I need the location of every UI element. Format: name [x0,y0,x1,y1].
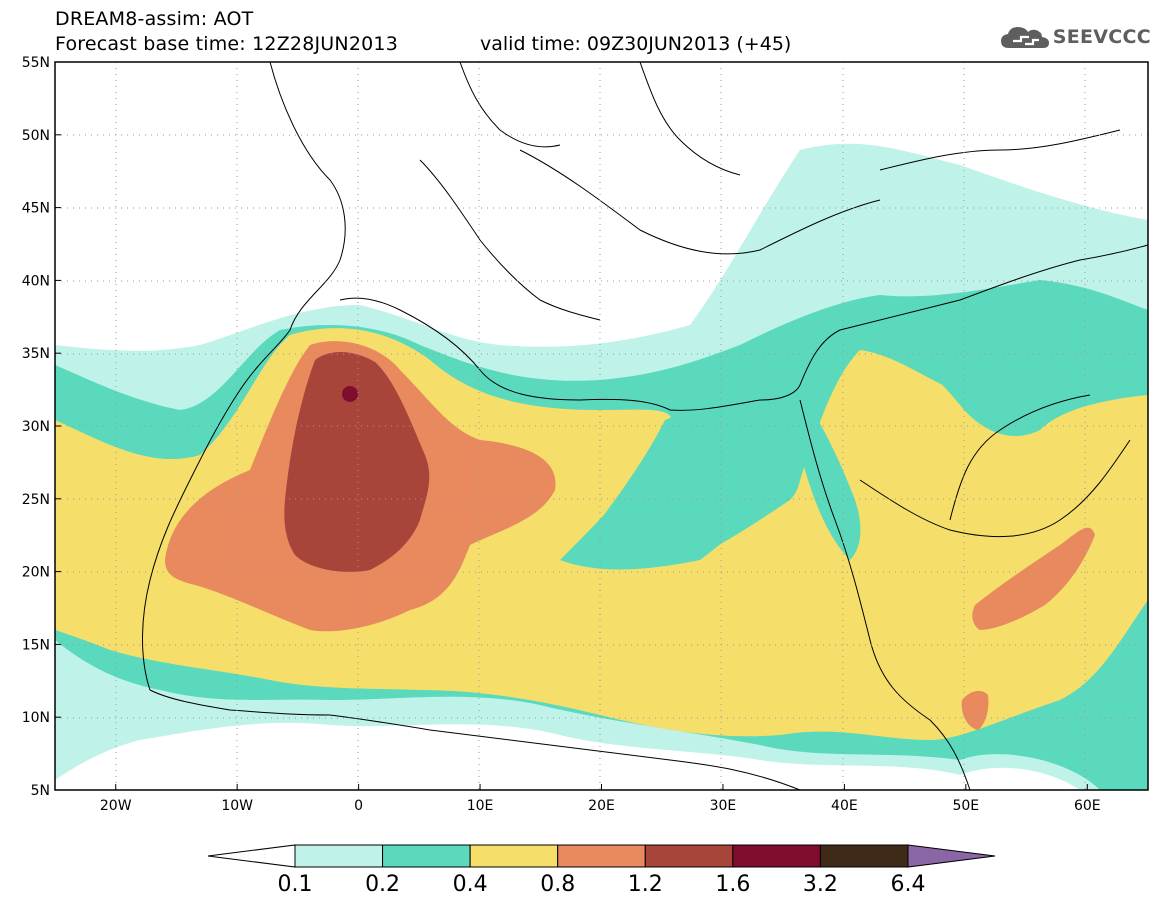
lat-tick-label: 25N [22,492,50,508]
lat-tick-label: 55N [22,55,50,71]
lat-tick-label: 20N [22,565,50,581]
colorbar-swatch [469,844,559,868]
forecast-base-time: Forecast base time: 12Z28JUN2013 [55,33,398,55]
colorbar-swatch [644,844,734,868]
lat-axis: 55N 50N 45N 40N 35N 30N 25N 20N 15N 10N 5N [22,55,61,799]
lat-tick-label: 40N [22,273,50,289]
aot-field [55,143,1148,790]
lat-tick-label: 50N [22,128,50,144]
lat-tick-label: 5N [31,783,50,799]
aot-contour-0.2-arabia [900,324,1148,436]
aot-contour-0.8-oman [972,527,1095,630]
lon-tick-label: 10W [221,798,253,814]
colorbar-label: 0.1 [278,872,313,897]
lon-tick-label: 10E [467,798,494,814]
lat-tick-label: 10N [22,710,50,726]
logo-text: SEEVCCC [1052,26,1151,48]
colorbar-label: 6.4 [891,872,926,897]
lat-tick-label: 15N [22,637,50,653]
colorbar-swatch [557,844,646,868]
grid [55,62,1148,790]
colorbar-swatch [732,844,821,868]
aot-contour-0.2-egypt [570,404,801,570]
lat-tick-label: 35N [22,346,50,362]
coastlines [142,62,1148,790]
colorbar-label: 3.2 [803,872,838,897]
aot-contour-1.6 [342,386,358,402]
lon-tick-label: 50E [952,798,979,814]
lon-tick-label: 30E [710,798,737,814]
lat-tick-label: 45N [22,201,50,217]
seevccc-logo: SEEVCCC [999,24,1151,50]
aot-contour-0.8-somalia [961,690,989,730]
colorbar: 0.1 0.2 0.4 0.8 1.2 1.6 3.2 6.4 [207,844,996,897]
colorbar-label: 1.6 [715,872,750,897]
colorbar-under-triangle [207,844,296,868]
colorbar-swatch [819,844,909,868]
colorbar-over-triangle [907,844,996,868]
lon-tick-label: 60E [1074,798,1101,814]
cloud-icon [1000,27,1049,48]
lon-tick-label: 20E [588,798,615,814]
colorbar-swatch [294,844,384,868]
map-title: DREAM8-assim: AOT [55,8,254,30]
aot-contour-1.2 [284,351,430,572]
colorbar-label: 0.4 [453,872,488,897]
valid-time: valid time: 09Z30JUN2013 (+45) [480,33,792,55]
aot-contour-0.2-redsea [794,390,861,560]
lon-axis: 20W 10W 0 10E 20E 30E 40E 50E 60E [100,784,1101,814]
colorbar-swatch [382,844,471,868]
colorbar-label: 0.2 [365,872,400,897]
lon-tick-label: 0 [354,798,363,814]
lat-tick-label: 30N [22,419,50,435]
colorbar-label: 1.2 [628,872,663,897]
colorbar-label: 0.8 [540,872,575,897]
lon-tick-label: 20W [100,798,132,814]
lon-tick-label: 40E [831,798,858,814]
